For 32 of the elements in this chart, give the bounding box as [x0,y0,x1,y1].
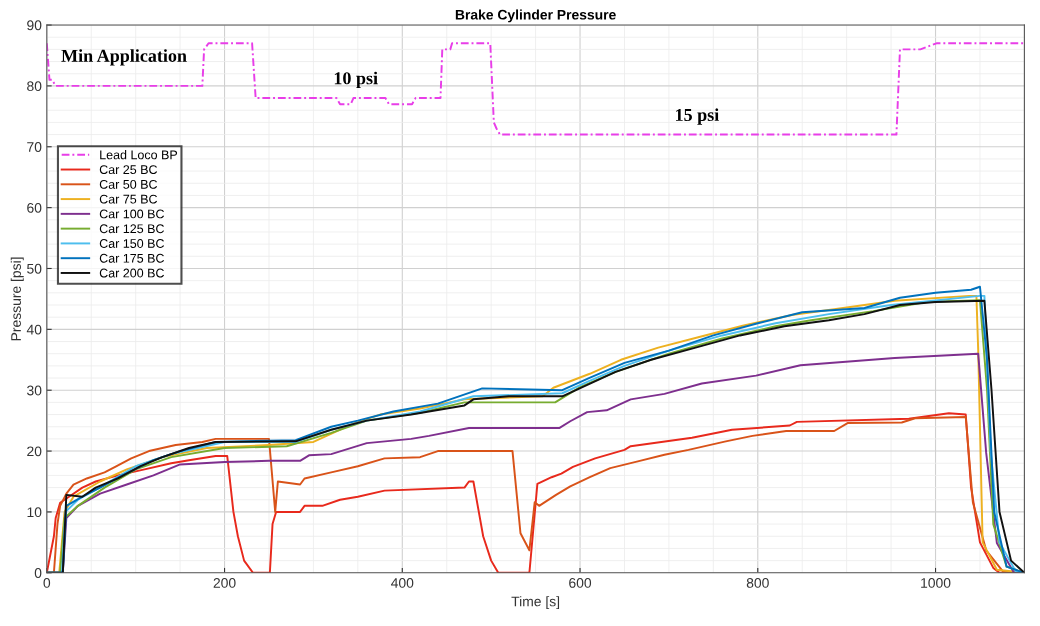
y-tick-label: 20 [27,446,42,457]
x-tick-label: 0 [43,578,51,588]
x-tick-label: 200 [213,578,236,588]
annotation: 15 psi [676,108,719,125]
x-tick-label: 1000 [921,578,951,588]
x-tick-label: 600 [569,578,592,588]
y-tick-label: 60 [27,202,42,213]
legend-label: Car 75 BC [99,194,158,204]
y-axis-title: Pressure [psi] [10,257,24,341]
line-series [46,42,1025,136]
legend-label: Car 200 BC [99,268,165,278]
legend-label: Lead Loco BP [100,150,178,160]
annotation: Min Application [61,49,187,66]
y-tick-label: 40 [26,324,42,335]
y-tick-label: 10 [27,507,42,518]
y-tick-label: 70 [27,142,42,152]
legend-label: Car 125 BC [99,224,165,234]
y-tick-label: 30 [27,385,42,396]
y-tick-label: 80 [27,81,42,92]
legend-label: Car 175 BC [99,253,165,263]
chart-title: Brake Cylinder Pressure [455,9,616,23]
x-axis-title: Time [s] [511,596,560,610]
legend-label: Car 100 BC [99,209,165,219]
y-tick-label: 0 [34,568,42,578]
x-tick-label: 400 [391,578,414,588]
x-tick-label: 800 [746,578,769,588]
legend-label: Car 50 BC [99,179,158,189]
annotation: 10 psi [334,71,378,88]
legend-label: Car 25 BC [99,165,158,175]
y-tick-label: 90 [27,20,42,31]
y-tick-label: 50 [27,263,42,274]
legend-label: Car 150 BC [99,239,165,248]
